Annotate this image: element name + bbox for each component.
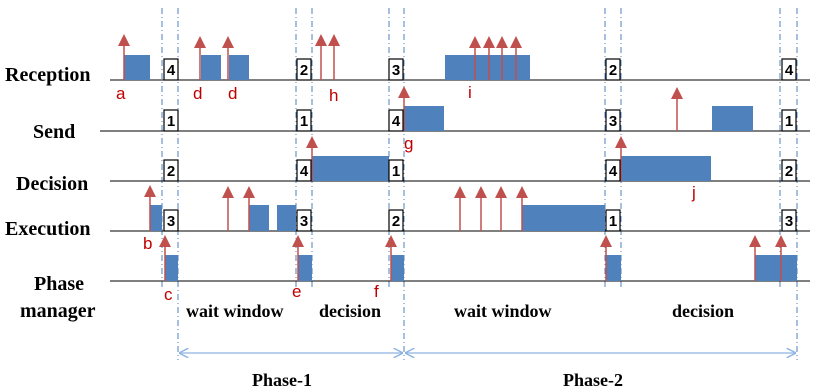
window-label-wait-1: wait window xyxy=(186,301,284,321)
lane-label-execution: Execution xyxy=(5,218,91,240)
svg-text:3: 3 xyxy=(300,213,308,230)
decision-block-1 xyxy=(312,156,389,181)
svg-text:3: 3 xyxy=(785,213,793,230)
svg-text:1: 1 xyxy=(785,113,793,130)
pm-block-e xyxy=(298,255,312,281)
svg-text:4: 4 xyxy=(392,113,401,130)
svg-text:3: 3 xyxy=(167,213,175,230)
num-box-reception-4: 2 xyxy=(605,58,621,81)
reception-block-i xyxy=(445,55,530,80)
svg-text:3: 3 xyxy=(392,62,400,79)
lane-label-decision: Decision xyxy=(16,173,88,195)
num-box-decision-3: 1 xyxy=(388,159,404,182)
num-box-execution-1: 3 xyxy=(163,209,179,232)
svg-text:1: 1 xyxy=(392,163,400,180)
window-label-decision-1: decision xyxy=(319,301,381,321)
decision-block-j xyxy=(621,156,711,181)
event-letter-e: e xyxy=(292,282,301,301)
event-letter-d2: d xyxy=(228,84,237,103)
pm-block-3 xyxy=(755,255,797,281)
num-box-execution-5: 3 xyxy=(781,209,797,232)
event-letter-h: h xyxy=(329,86,338,105)
window-label-decision-2: decision xyxy=(672,301,734,321)
event-letters: a d d h i g j b c e f xyxy=(116,83,696,304)
svg-text:3: 3 xyxy=(609,113,617,130)
event-letter-f: f xyxy=(374,282,379,301)
svg-text:1: 1 xyxy=(167,113,175,130)
reception-block-a xyxy=(124,55,150,80)
num-box-reception-3: 3 xyxy=(388,58,404,81)
svg-text:4: 4 xyxy=(167,62,176,79)
num-box-send-4: 3 xyxy=(605,109,621,132)
num-box-decision-2: 4 xyxy=(296,159,312,182)
event-letter-j: j xyxy=(691,183,696,202)
reception-block-d2 xyxy=(229,55,249,80)
svg-text:2: 2 xyxy=(609,62,617,79)
send-block-2 xyxy=(712,106,753,131)
event-letter-i: i xyxy=(468,83,472,102)
pm-block-f xyxy=(391,255,404,281)
num-box-decision-5: 2 xyxy=(781,159,797,182)
phase-label-2: Phase-2 xyxy=(563,370,623,390)
svg-text:2: 2 xyxy=(300,62,308,79)
event-letter-g: g xyxy=(404,134,413,153)
execution-block-2 xyxy=(249,205,269,231)
execution-block-b xyxy=(150,205,162,231)
lane-label-send: Send xyxy=(33,121,75,143)
pm-block-2 xyxy=(606,255,621,281)
num-box-decision-4: 4 xyxy=(605,159,621,182)
lane-label-manager: manager xyxy=(20,300,96,322)
lane-label-phase: Phase xyxy=(34,273,84,295)
event-arrows xyxy=(118,34,787,281)
event-letter-a: a xyxy=(116,84,126,103)
reception-block-d1 xyxy=(201,55,221,80)
activity-blocks xyxy=(124,55,797,281)
num-box-reception-1: 4 xyxy=(163,58,179,81)
num-box-decision-1: 2 xyxy=(163,159,179,182)
num-box-execution-4: 1 xyxy=(605,209,621,232)
event-letter-b: b xyxy=(143,234,152,253)
execution-block-4 xyxy=(522,205,605,231)
num-box-reception-2: 2 xyxy=(296,58,312,81)
send-block-g xyxy=(404,106,444,131)
lane-label-reception: Reception xyxy=(5,64,91,86)
num-box-reception-5: 4 xyxy=(781,58,797,81)
svg-text:2: 2 xyxy=(167,163,175,180)
svg-text:2: 2 xyxy=(392,213,400,230)
svg-text:1: 1 xyxy=(300,113,308,130)
num-box-send-5: 1 xyxy=(781,109,797,132)
svg-text:4: 4 xyxy=(609,163,618,180)
num-box-send-1: 1 xyxy=(163,109,179,132)
window-label-wait-2: wait window xyxy=(454,301,552,321)
num-box-send-2: 1 xyxy=(296,109,312,132)
svg-text:1: 1 xyxy=(609,213,617,230)
pm-block-c xyxy=(165,255,178,281)
boundary-number-boxes: 4 2 3 2 4 1 1 4 3 1 2 4 1 4 2 3 3 2 1 3 xyxy=(163,58,797,232)
svg-text:2: 2 xyxy=(785,163,793,180)
num-box-send-3: 4 xyxy=(388,109,404,132)
svg-text:4: 4 xyxy=(785,62,794,79)
phase-label-1: Phase-1 xyxy=(252,370,312,390)
execution-block-3 xyxy=(277,205,296,231)
event-letter-c: c xyxy=(164,285,173,304)
num-box-execution-3: 2 xyxy=(388,209,404,232)
num-box-execution-2: 3 xyxy=(296,209,312,232)
svg-text:4: 4 xyxy=(300,163,309,180)
event-letter-d1: d xyxy=(193,84,202,103)
